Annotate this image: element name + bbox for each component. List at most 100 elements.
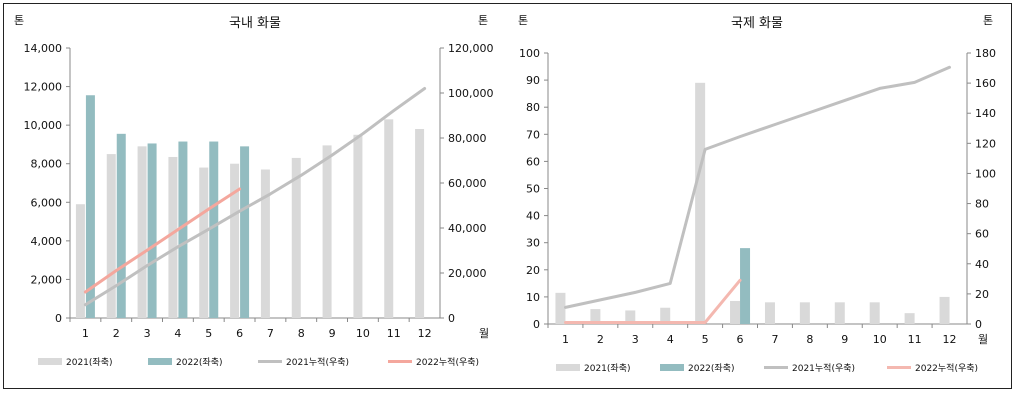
x-tick-label: 8 bbox=[298, 327, 305, 340]
right-tick-label: 60,000 bbox=[448, 177, 487, 190]
bar-2022 bbox=[240, 146, 250, 318]
x-tick-label: 9 bbox=[329, 327, 336, 340]
left-tick-label: 4,000 bbox=[31, 235, 63, 248]
x-tick-label: 10 bbox=[873, 333, 887, 346]
legend-label: 2022(좌축) bbox=[176, 357, 223, 368]
legend-label: 2022(좌축) bbox=[688, 363, 735, 374]
left-axis-unit: 톤 bbox=[14, 14, 24, 27]
line-2021-cumulative bbox=[564, 65, 951, 309]
x-tick-label: 11 bbox=[387, 327, 401, 340]
right-tick-label: 0 bbox=[975, 318, 982, 331]
x-tick-label: 8 bbox=[806, 333, 813, 346]
x-tick-label: 7 bbox=[267, 327, 274, 340]
right-axis-unit: 톤 bbox=[478, 14, 488, 27]
bar-2021 bbox=[353, 134, 363, 318]
chart-title: 국제 화물 bbox=[731, 16, 783, 31]
x-tick-label: 1 bbox=[562, 333, 569, 346]
right-tick-label: 180 bbox=[975, 47, 996, 60]
x-tick-label: 11 bbox=[908, 333, 922, 346]
right-tick-label: 120,000 bbox=[448, 42, 494, 55]
bar-2022 bbox=[85, 95, 95, 318]
chart-title: 국내 화물 bbox=[229, 16, 281, 31]
left-tick-label: 6,000 bbox=[31, 196, 63, 209]
line-2022-cumulative bbox=[564, 278, 742, 324]
right-tick-label: 140 bbox=[975, 107, 996, 120]
left-tick-label: 90 bbox=[526, 74, 540, 87]
x-tick-label: 2 bbox=[113, 327, 120, 340]
bar-2021 bbox=[291, 157, 301, 318]
left-tick-label: 10 bbox=[526, 291, 540, 304]
figure-frame bbox=[3, 3, 1012, 389]
bar-2022 bbox=[178, 141, 188, 318]
right-tick-label: 40,000 bbox=[448, 222, 487, 235]
x-tick-label: 3 bbox=[144, 327, 151, 340]
legend-swatch bbox=[38, 358, 62, 365]
legend-swatch bbox=[556, 364, 580, 371]
x-tick-label: 4 bbox=[667, 333, 674, 346]
right-axis-unit: 톤 bbox=[983, 14, 993, 27]
bar-2021 bbox=[764, 302, 775, 324]
bar-2021 bbox=[137, 146, 147, 318]
legend-label: 2021누적(우축) bbox=[286, 356, 349, 368]
bar-2021 bbox=[939, 296, 950, 324]
left-tick-label: 50 bbox=[526, 183, 540, 196]
right-tick-label: 160 bbox=[975, 77, 996, 90]
x-axis-label: 월 bbox=[479, 327, 489, 340]
x-tick-label: 12 bbox=[943, 333, 957, 346]
legend-swatch bbox=[148, 358, 172, 365]
left-tick-label: 80 bbox=[526, 101, 540, 114]
legend-label: 2022누적(우축) bbox=[416, 356, 479, 368]
bar-2021 bbox=[230, 163, 240, 318]
x-tick-label: 10 bbox=[356, 327, 370, 340]
line-2022-cumulative bbox=[83, 187, 242, 294]
bar-2021 bbox=[660, 307, 671, 324]
bar-2021 bbox=[730, 300, 741, 324]
line-2021-cumulative bbox=[83, 87, 427, 307]
x-tick-label: 12 bbox=[418, 327, 432, 340]
x-tick-label: 6 bbox=[236, 327, 243, 340]
bar-2021 bbox=[322, 145, 332, 318]
bar-2021 bbox=[168, 156, 178, 318]
left-tick-label: 10,000 bbox=[24, 119, 63, 132]
right-tick-label: 100 bbox=[975, 167, 996, 180]
left-tick-label: 12,000 bbox=[24, 81, 63, 94]
x-tick-label: 5 bbox=[205, 327, 212, 340]
bar-2021 bbox=[799, 302, 810, 324]
bar-2022 bbox=[116, 133, 126, 318]
legend-label: 2021(좌축) bbox=[66, 357, 113, 368]
left-tick-label: 14,000 bbox=[24, 42, 63, 55]
chart-domestic: 국내 화물 톤 톤월 0 2,000 4,000 6,000 8,000 10,000 12,00… bbox=[14, 14, 494, 368]
x-tick-label: 1 bbox=[82, 327, 89, 340]
x-tick-label: 9 bbox=[841, 333, 848, 346]
bar-2021 bbox=[869, 302, 880, 324]
x-axis-label: 월 bbox=[978, 333, 988, 346]
left-tick-label: 0 bbox=[533, 318, 540, 331]
right-tick-label: 60 bbox=[975, 228, 989, 241]
right-tick-label: 80,000 bbox=[448, 132, 487, 145]
legend-label: 2021누적(우축) bbox=[792, 362, 855, 374]
left-tick-label: 8,000 bbox=[31, 158, 63, 171]
bar-2021 bbox=[75, 204, 85, 318]
x-tick-label: 7 bbox=[771, 333, 778, 346]
left-tick-label: 0 bbox=[55, 312, 62, 325]
bar-2022 bbox=[740, 248, 751, 324]
left-tick-label: 20 bbox=[526, 264, 540, 277]
right-tick-label: 80 bbox=[975, 198, 989, 211]
right-tick-label: 40 bbox=[975, 258, 989, 271]
bar-2021 bbox=[834, 302, 845, 324]
bar-2021 bbox=[590, 309, 601, 324]
bar-2021 bbox=[625, 310, 636, 324]
bar-2022 bbox=[147, 143, 157, 318]
bar-2021 bbox=[695, 82, 706, 324]
bar-2022 bbox=[209, 141, 219, 318]
left-tick-label: 40 bbox=[526, 210, 540, 223]
right-tick-label: 20 bbox=[975, 288, 989, 301]
legend-label: 2022누적(우축) bbox=[915, 362, 978, 374]
bar-2021 bbox=[260, 169, 270, 318]
x-tick-label: 2 bbox=[597, 333, 604, 346]
x-tick-label: 5 bbox=[702, 333, 709, 346]
x-tick-label: 6 bbox=[737, 333, 744, 346]
left-tick-label: 2,000 bbox=[31, 273, 63, 286]
bar-2021 bbox=[384, 119, 394, 318]
